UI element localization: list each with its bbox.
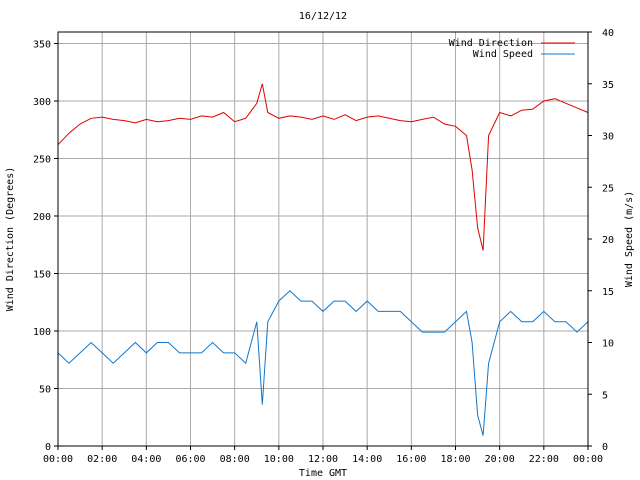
y-left-tick-label: 350 xyxy=(33,40,51,51)
legend-label-wind-speed: Wind Speed xyxy=(473,49,533,60)
wind-speed-line xyxy=(57,290,589,436)
x-tick-label: 04:00 xyxy=(131,454,161,465)
y-right-tick-label: 25 xyxy=(602,183,614,194)
y-left-tick-label: 50 xyxy=(39,385,51,396)
y-right-tick-label: 40 xyxy=(602,28,614,39)
series-layer xyxy=(57,83,589,436)
y-right-tick-label: 0 xyxy=(602,442,608,453)
x-tick-label: 02:00 xyxy=(87,454,117,465)
y-left-tick-label: 200 xyxy=(33,212,51,223)
y-right-tick-label: 5 xyxy=(602,390,608,401)
y-left-tick-label: 100 xyxy=(33,327,51,338)
chart-title: 16/12/12 xyxy=(299,11,347,22)
x-tick-label: 08:00 xyxy=(220,454,250,465)
x-tick-label: 00:00 xyxy=(43,454,73,465)
y-left-tick-label: 150 xyxy=(33,270,51,281)
wind-direction-line xyxy=(57,83,589,251)
y-right-tick-label: 35 xyxy=(602,80,614,91)
y-right-tick-label: 15 xyxy=(602,287,614,298)
y-left-tick-label: 250 xyxy=(33,155,51,166)
legend-label-wind-direction: Wind Direction xyxy=(449,38,533,49)
x-tick-label: 16:00 xyxy=(396,454,426,465)
x-tick-label: 06:00 xyxy=(175,454,205,465)
grid xyxy=(58,32,588,446)
y-right-tick-label: 10 xyxy=(602,339,614,350)
x-tick-label: 10:00 xyxy=(264,454,294,465)
left-axis-label: Wind Direction (Degrees) xyxy=(5,167,16,312)
right-axis-label: Wind Speed (m/s) xyxy=(624,191,635,287)
x-tick-label: 12:00 xyxy=(308,454,338,465)
x-tick-label: 20:00 xyxy=(485,454,515,465)
y-right-tick-label: 20 xyxy=(602,235,614,246)
x-axis-label: Time GMT xyxy=(299,468,347,479)
y-right-tick-label: 30 xyxy=(602,132,614,143)
x-tick-label: 22:00 xyxy=(529,454,559,465)
x-tick-label: 14:00 xyxy=(352,454,382,465)
y-left-tick-label: 300 xyxy=(33,97,51,108)
x-tick-label: 18:00 xyxy=(440,454,470,465)
x-tick-label: 00:00 xyxy=(573,454,603,465)
ticks: 00:00 02:00 04:00 06:00 08:00 10:00 12:00 14:00… xyxy=(33,28,614,465)
y-left-tick-label: 0 xyxy=(45,442,51,453)
